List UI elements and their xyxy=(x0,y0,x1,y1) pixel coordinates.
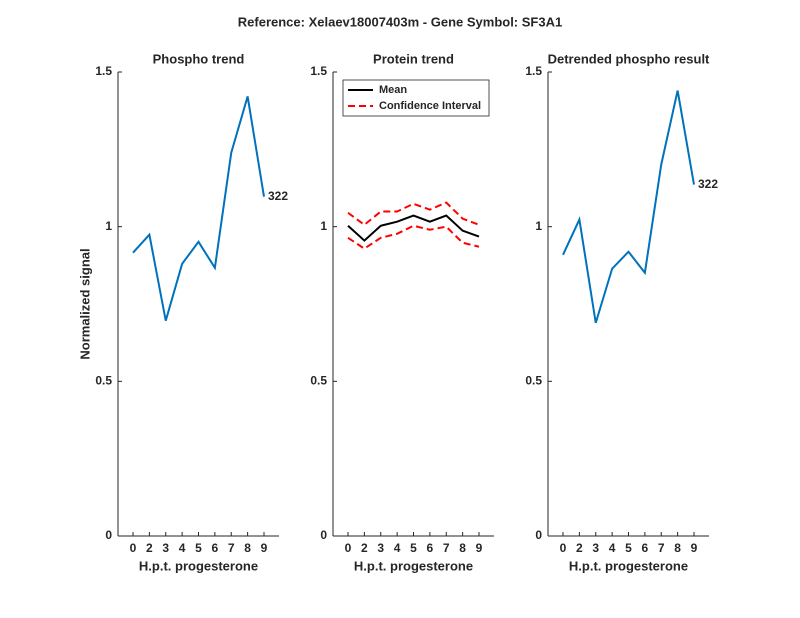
x-tick-label: 3 xyxy=(377,541,384,555)
x-axis-label: H.p.t. progesterone xyxy=(569,558,688,573)
x-tick-label: 2 xyxy=(146,541,153,555)
y-tick-label: 1.5 xyxy=(95,64,112,78)
x-tick-label: 2 xyxy=(576,541,583,555)
subplot-title: Protein trend xyxy=(373,51,454,66)
x-tick-label: 6 xyxy=(427,541,434,555)
line xyxy=(562,90,695,324)
y-tick-label: 0 xyxy=(535,528,542,542)
x-tick-label: 0 xyxy=(560,541,567,555)
y-tick-label: 0.5 xyxy=(95,374,112,388)
x-tick-label: 0 xyxy=(345,541,352,555)
y-axis-label: Normalized signal xyxy=(77,248,92,359)
x-tick-label: 8 xyxy=(459,541,466,555)
x-tick-label: 3 xyxy=(162,541,169,555)
y-tick-label: 0 xyxy=(105,528,112,542)
legend-label: Mean xyxy=(379,84,407,96)
figure-title: Reference: Xelaev18007403m - Gene Symbol… xyxy=(238,14,562,29)
y-tick-label: 0.5 xyxy=(310,374,327,388)
x-tick-label: 9 xyxy=(261,541,268,555)
y-tick-label: 1 xyxy=(320,219,327,233)
annotation: 322 xyxy=(698,177,718,191)
y-tick-label: 1.5 xyxy=(525,64,542,78)
x-tick-label: 2 xyxy=(361,541,368,555)
x-tick-label: 6 xyxy=(212,541,219,555)
legend-label: Confidence Interval xyxy=(379,100,481,112)
subplot-title: Phospho trend xyxy=(153,51,245,66)
legend-box xyxy=(342,79,490,117)
x-tick-label: 8 xyxy=(244,541,251,555)
x-tick-label: 4 xyxy=(394,541,401,555)
x-tick-label: 3 xyxy=(592,541,599,555)
line xyxy=(347,214,480,242)
x-tick-label: 6 xyxy=(642,541,649,555)
x-tick-label: 5 xyxy=(410,541,417,555)
line xyxy=(347,201,480,227)
x-axis-label: H.p.t. progesterone xyxy=(139,558,258,573)
y-tick-label: 0.5 xyxy=(525,374,542,388)
y-tick-label: 0 xyxy=(320,528,327,542)
x-tick-label: 9 xyxy=(476,541,483,555)
x-tick-label: 0 xyxy=(130,541,137,555)
x-tick-label: 9 xyxy=(691,541,698,555)
y-tick-label: 1 xyxy=(535,219,542,233)
annotation: 322 xyxy=(268,189,288,203)
x-tick-label: 5 xyxy=(625,541,632,555)
x-tick-label: 4 xyxy=(609,541,616,555)
x-tick-label: 7 xyxy=(443,541,450,555)
subplot-title: Detrended phospho result xyxy=(548,51,710,66)
line xyxy=(347,224,480,250)
x-tick-label: 8 xyxy=(674,541,681,555)
x-tick-label: 7 xyxy=(228,541,235,555)
line xyxy=(132,96,265,321)
x-tick-label: 4 xyxy=(179,541,186,555)
x-tick-label: 5 xyxy=(195,541,202,555)
y-tick-label: 1 xyxy=(105,219,112,233)
x-tick-label: 7 xyxy=(658,541,665,555)
y-tick-label: 1.5 xyxy=(310,64,327,78)
x-axis-label: H.p.t. progesterone xyxy=(354,558,473,573)
